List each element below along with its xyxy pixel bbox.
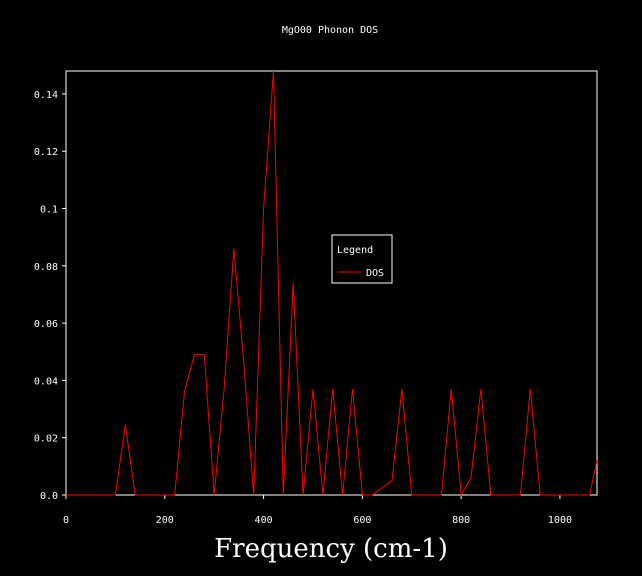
y-tick-label: 0.04 [34,376,58,387]
y-tick-label: 0.08 [34,262,58,273]
legend-title: Legend [337,245,373,256]
y-tick-label: 0.14 [34,90,58,101]
x-tick-label: 1000 [548,515,572,526]
x-tick-label: 600 [353,515,371,526]
y-axis-ticks: 0.0 0.02 0.04 0.06 0.08 0.1 0.12 0.14 [34,90,66,502]
plot-frame [65,70,598,496]
x-tick-label: 400 [255,515,273,526]
legend-entry-dos: DOS [366,268,384,279]
y-tick-label: 0.1 [40,205,58,216]
y-tick-label: 0.0 [40,491,58,502]
y-tick-label: 0.06 [34,319,58,330]
legend-box [331,234,393,284]
x-axis-ticks: 0 200 400 600 800 1000 [63,495,572,526]
legend: Legend DOS [331,234,393,284]
chart-title: MgO00 Phonon DOS [282,25,378,36]
x-axis-label: Frequency (cm-1) [214,534,448,564]
x-tick-label: 200 [156,515,174,526]
y-tick-label: 0.02 [34,434,58,445]
x-tick-label: 0 [63,515,69,526]
series-line-dos [66,70,598,497]
y-tick-label: 0.12 [34,147,58,158]
x-tick-label: 800 [452,515,470,526]
